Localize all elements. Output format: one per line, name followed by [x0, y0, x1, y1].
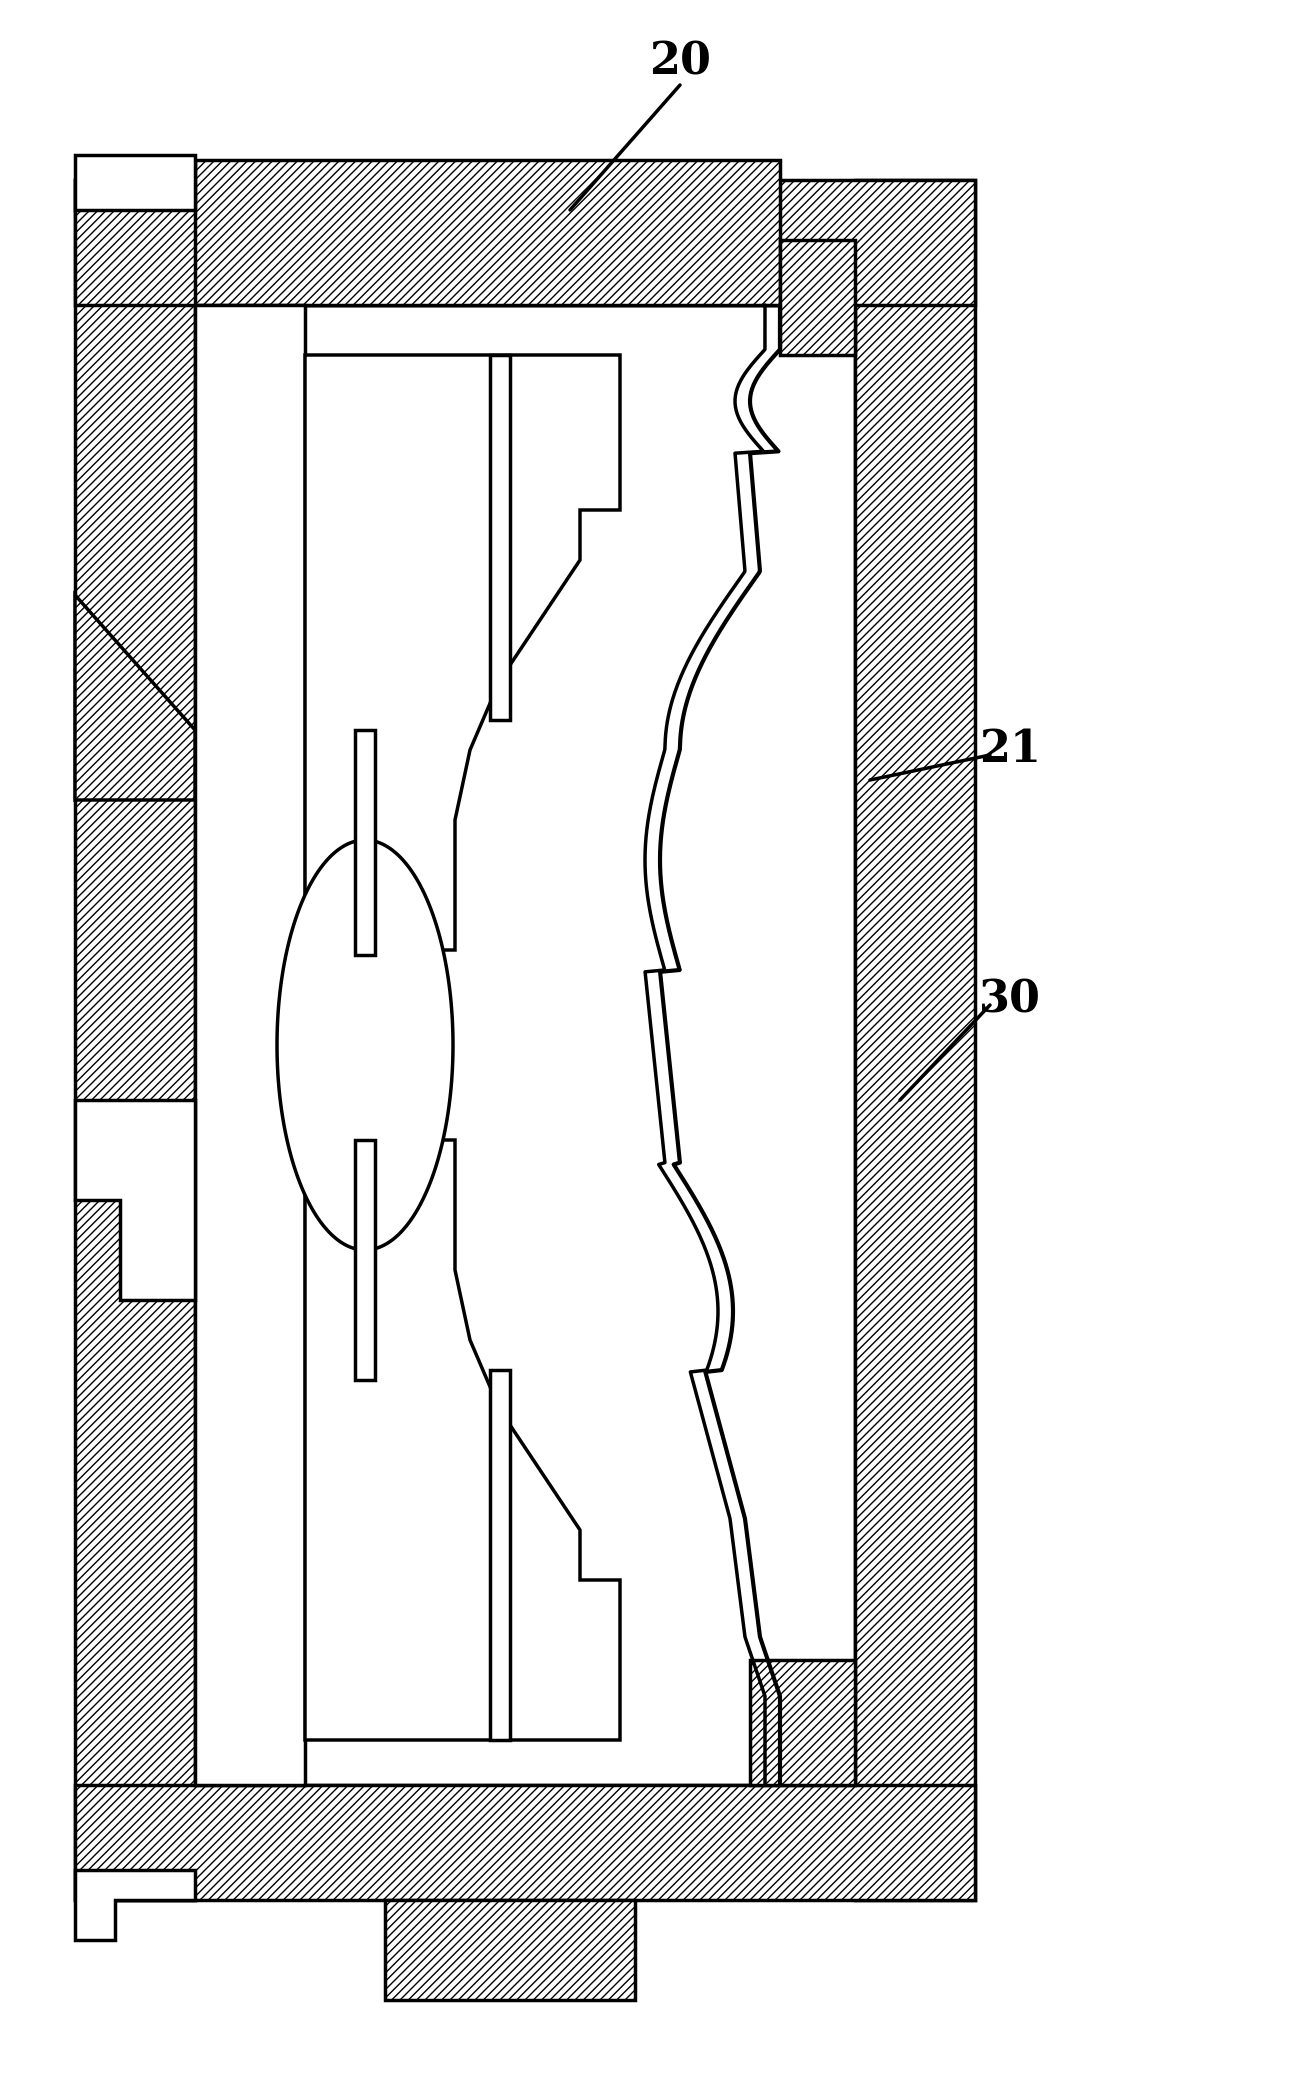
Polygon shape	[196, 160, 780, 304]
Polygon shape	[75, 154, 196, 210]
Text: 21: 21	[979, 729, 1041, 772]
Polygon shape	[780, 239, 855, 356]
Text: 30: 30	[979, 979, 1041, 1022]
Polygon shape	[196, 304, 306, 1784]
Polygon shape	[490, 356, 510, 720]
Text: 20: 20	[649, 40, 711, 83]
Polygon shape	[306, 356, 620, 949]
Polygon shape	[750, 1659, 855, 1784]
Polygon shape	[855, 179, 975, 1901]
Polygon shape	[355, 731, 376, 956]
Polygon shape	[75, 1870, 196, 1940]
Polygon shape	[277, 839, 453, 1249]
Polygon shape	[355, 1141, 376, 1380]
Polygon shape	[75, 595, 196, 799]
Polygon shape	[385, 1901, 635, 2001]
Polygon shape	[75, 1099, 196, 1299]
Polygon shape	[196, 304, 855, 1784]
Polygon shape	[75, 179, 975, 304]
Polygon shape	[490, 1370, 510, 1741]
Polygon shape	[75, 179, 196, 1901]
Polygon shape	[306, 1141, 620, 1741]
Polygon shape	[75, 1784, 975, 1901]
